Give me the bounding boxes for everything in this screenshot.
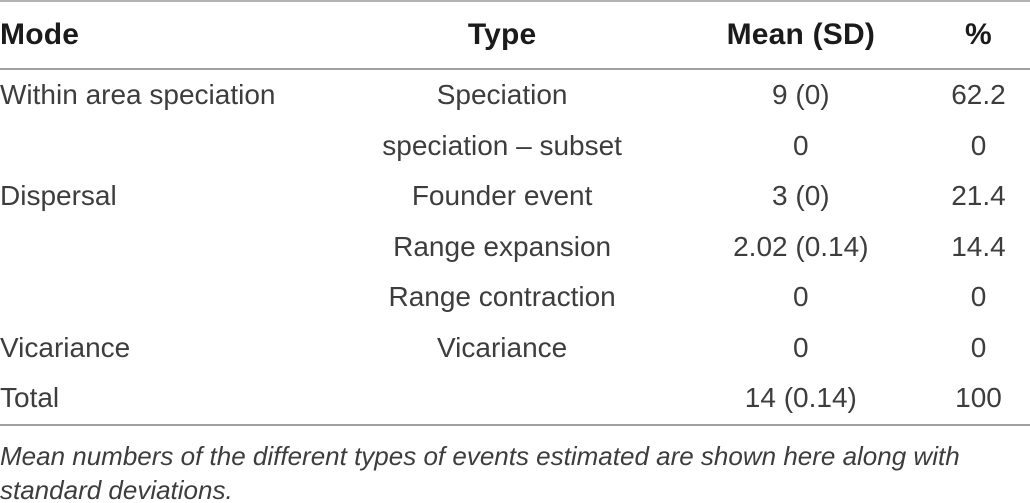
cell-type: Range expansion [393,230,612,262]
header-row: Mode Type Mean (SD) % [0,2,1030,70]
cell-type [329,373,675,426]
cell-mode [0,121,330,172]
cell-mode: Within area speciation [0,79,276,111]
cell-mean-sd: 0 [793,331,809,363]
col-header-percent: % [926,2,1030,70]
cell-type: Range contraction [388,281,616,313]
col-header-mean-sd: Mean (SD) [674,2,927,70]
table-row: speciation – subset 0 0 [0,121,1030,172]
cell-percent: 62.2 [951,79,1006,111]
cell-type: Founder event [411,180,593,212]
cell-percent: 0 [970,281,987,313]
col-header-type: Type [329,2,675,70]
cell-mean-sd: 3 (0) [772,180,830,212]
table-row: Vicariance Vicariance 0 0 [0,323,1030,374]
results-table: Mode Type Mean (SD) % Within area specia… [0,2,1030,426]
cell-percent: 21.4 [951,180,1006,212]
table-footnote: Mean numbers of the different types of e… [0,440,960,503]
cell-mean-sd: 0 [793,129,809,161]
cell-mode: Vicariance [0,331,131,363]
cell-mean-sd: 9 (0) [772,79,830,111]
cell-percent: 14.4 [951,230,1006,262]
table-row: Range expansion 2.02 (0.14) 14.4 [0,222,1030,273]
table-row: Within area speciation Speciation 9 (0) … [0,69,1030,121]
col-header-mode: Mode [0,2,330,70]
cell-mode: Dispersal [0,180,117,212]
table-row: Range contraction 0 0 [0,272,1030,323]
table-row: Total 14 (0.14) 100 [0,373,1030,426]
cell-type: Vicariance [437,331,568,363]
table-header: Mode Type Mean (SD) % [0,2,1030,70]
cell-mode [0,222,330,273]
cell-type: Speciation [436,79,568,111]
cell-mean-sd: 14 (0.14) [674,373,927,426]
cell-type: speciation – subset [382,129,622,161]
table-body: Within area speciation Speciation 9 (0) … [0,69,1030,426]
cell-percent: 0 [970,331,987,363]
cell-mode [0,272,330,323]
cell-mean-sd: 2.02 (0.14) [733,230,869,262]
table-row: Dispersal Founder event 3 (0) 21.4 [0,171,1030,222]
cell-mean-sd: 0 [793,281,809,313]
top-rule [0,0,1030,2]
cell-mode: Total [0,373,330,426]
cell-percent: 100 [926,373,1030,426]
cell-percent: 0 [970,129,987,161]
